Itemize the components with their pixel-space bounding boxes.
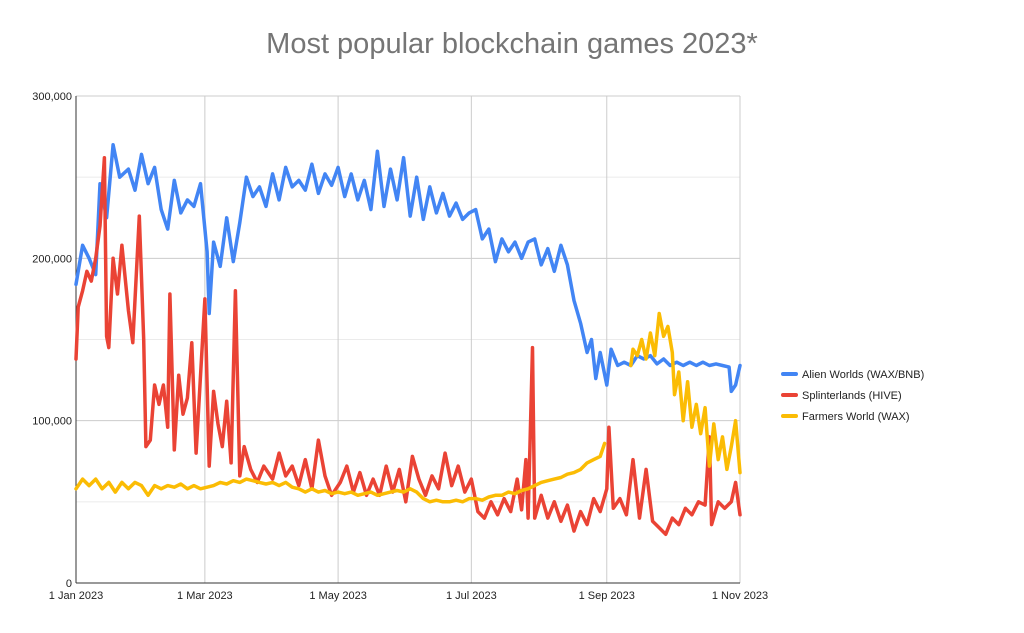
series-line-0 bbox=[74, 142, 742, 394]
y-tick-label: 0 bbox=[66, 578, 72, 590]
chart-title: Most popular blockchain games 2023* bbox=[266, 28, 758, 60]
x-tick-label: 1 Mar 2023 bbox=[177, 590, 233, 602]
series-line-1 bbox=[74, 155, 742, 537]
x-tick-label: 1 Nov 2023 bbox=[712, 590, 768, 602]
y-tick-label: 100,000 bbox=[32, 416, 72, 428]
x-tick-label: 1 Jul 2023 bbox=[446, 590, 497, 602]
x-tick-label: 1 Sep 2023 bbox=[579, 590, 635, 602]
x-tick-label: 1 Jan 2023 bbox=[49, 590, 103, 602]
y-tick-label: 200,000 bbox=[32, 253, 72, 265]
legend-label: Alien Worlds (WAX/BNB) bbox=[802, 369, 924, 381]
x-tick-label: 1 May 2023 bbox=[309, 590, 366, 602]
legend: Alien Worlds (WAX/BNB) Splinterlands (HIV… bbox=[781, 369, 924, 423]
series-layer bbox=[74, 142, 742, 537]
legend-label: Farmers World (WAX) bbox=[802, 411, 910, 423]
y-tick-label: 300,000 bbox=[32, 91, 72, 103]
legend-label: Splinterlands (HIVE) bbox=[802, 390, 902, 402]
series-line-2 bbox=[74, 311, 742, 504]
